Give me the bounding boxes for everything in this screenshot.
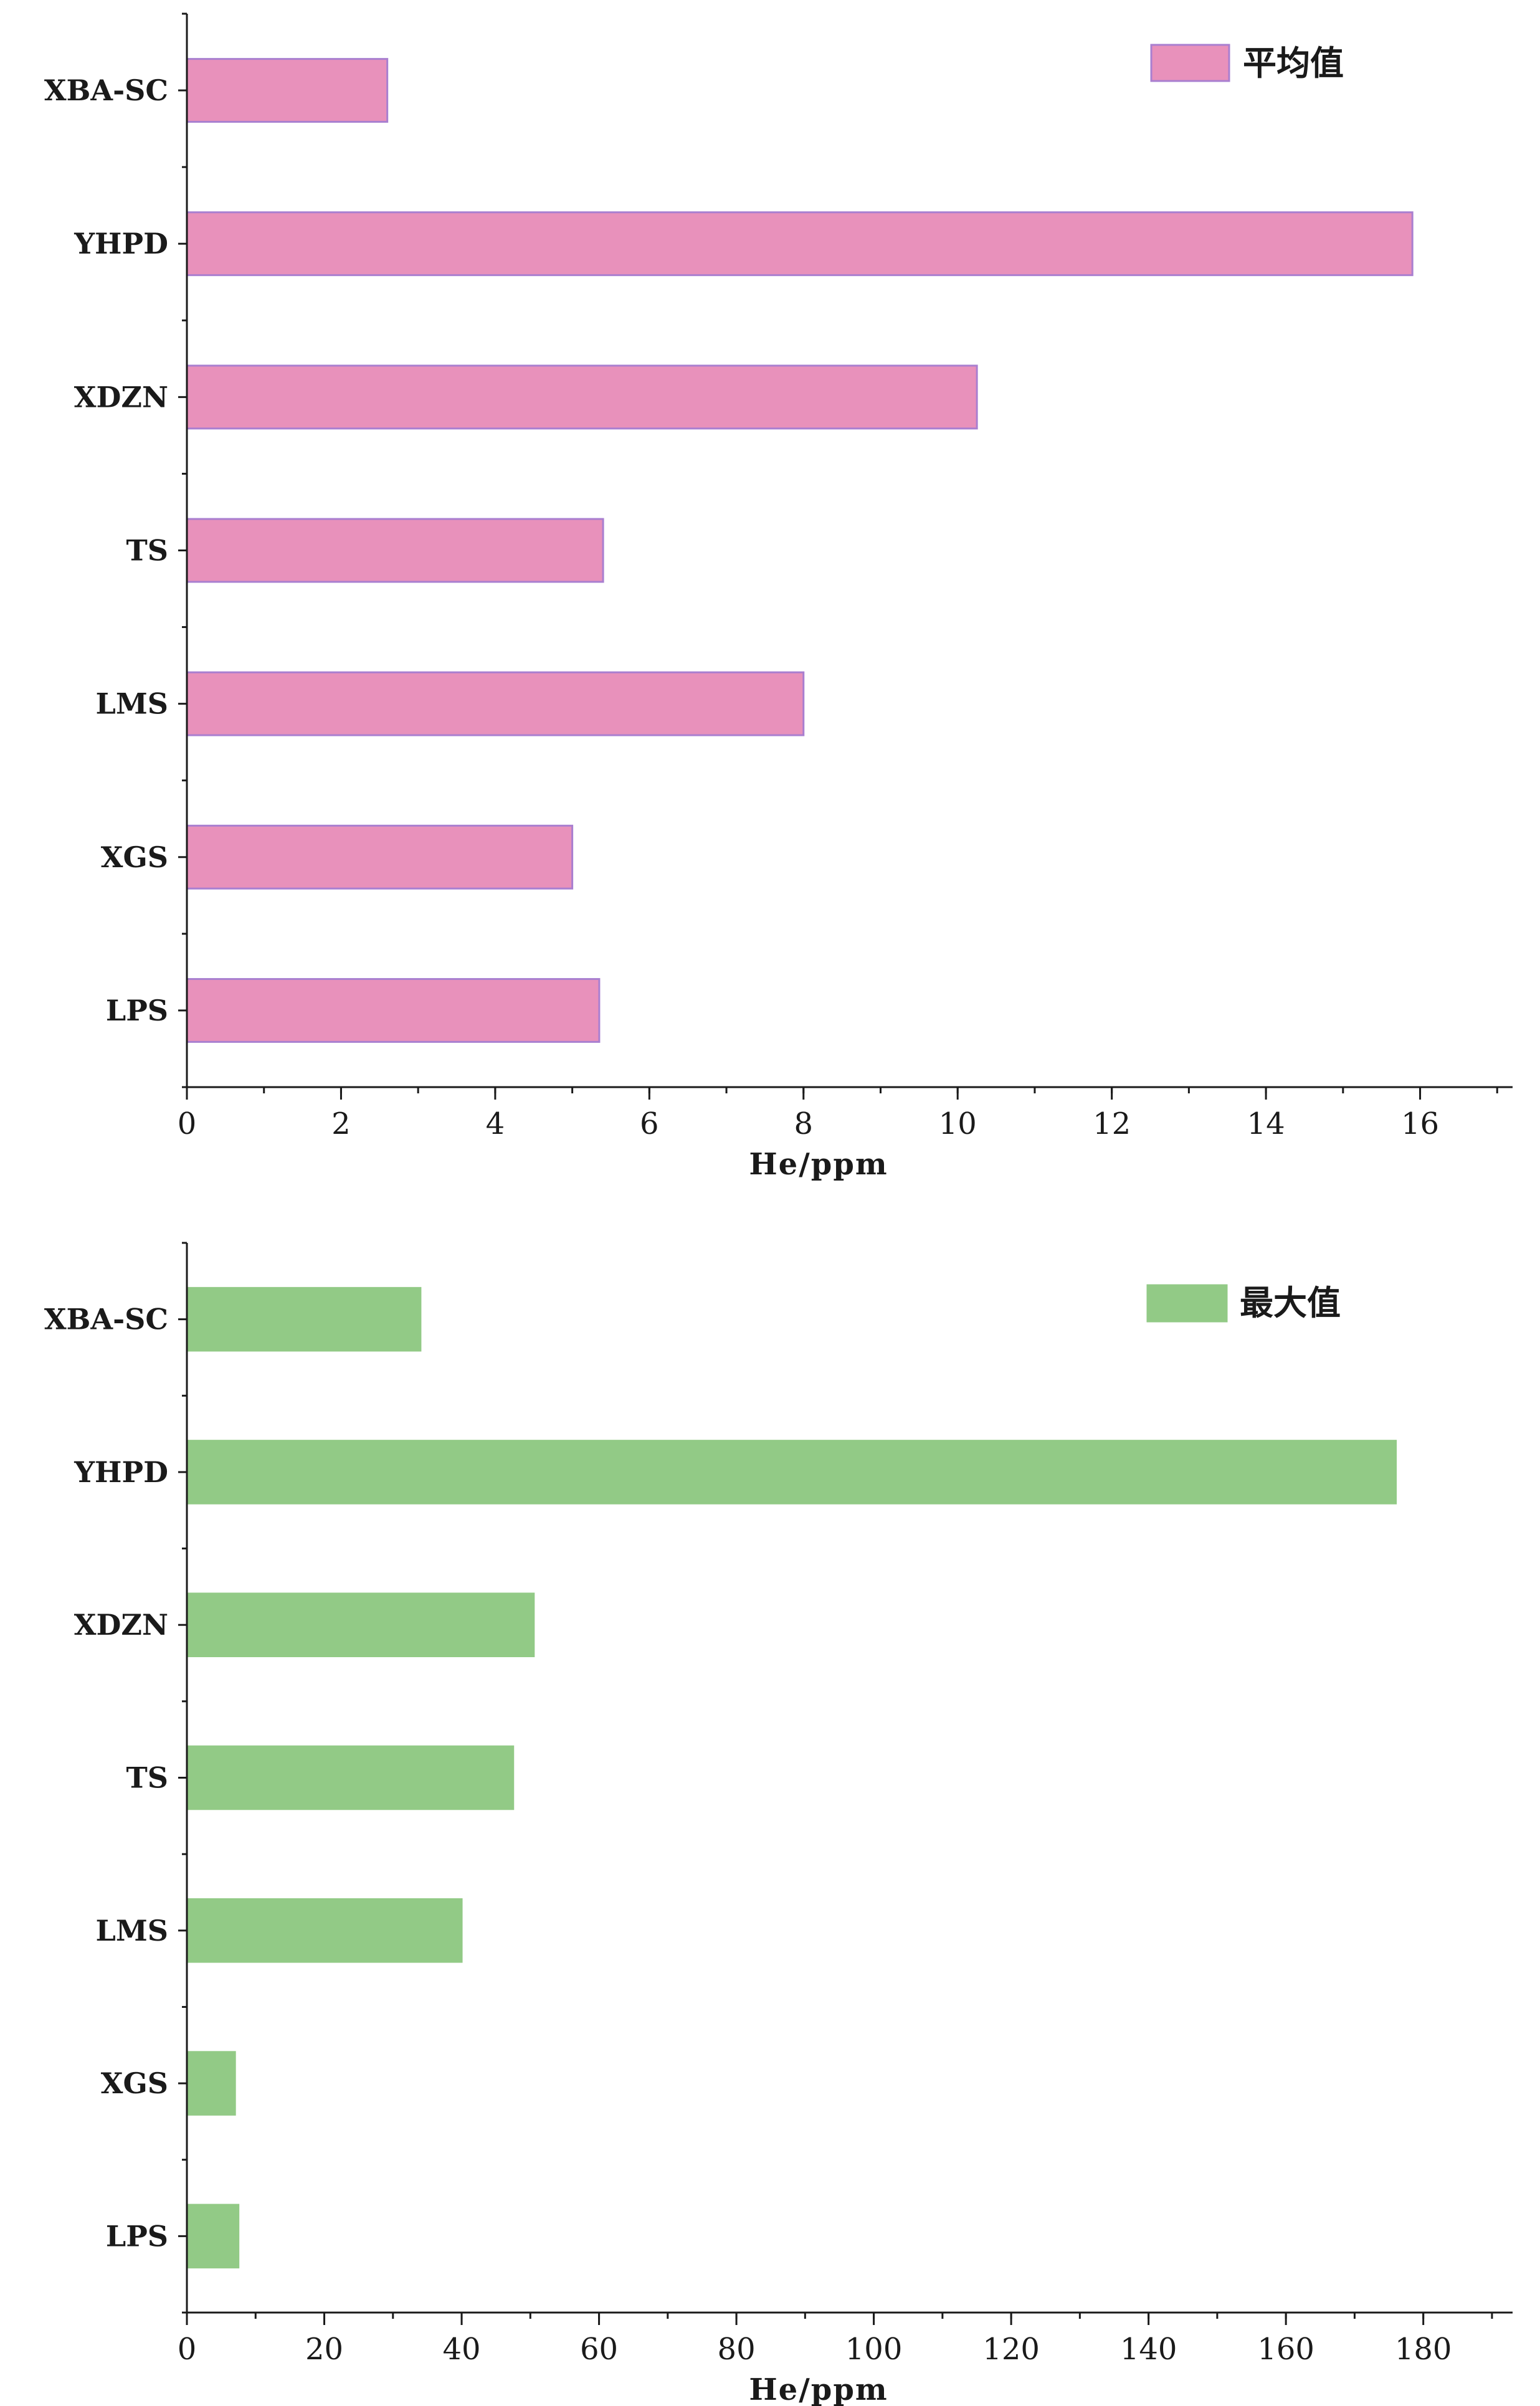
legend-label: 平均值 [1243,43,1344,83]
bar-lms [186,671,805,736]
bar-xgs [186,824,574,890]
x-tick-label: 20 [305,2332,343,2367]
x-tick-label: 60 [580,2332,618,2367]
category-label: XDZN [74,1608,168,1642]
bar-lps [186,2204,240,2269]
bar-lms [186,1898,463,1963]
x-tick-label: 140 [1120,2332,1177,2367]
category-label: XGS [101,840,168,874]
x-tick-label: 0 [178,2332,197,2367]
bar-yhpd [186,211,1414,277]
x-tick-label: 120 [982,2332,1040,2367]
bar-xdzn [186,364,978,430]
category-label: LPS [106,2219,168,2253]
x-axis-title: He/ppm [749,2372,888,2406]
x-tick-label: 14 [1247,1106,1285,1141]
category-label: TS [126,534,168,568]
legend-label: 最大值 [1240,1283,1341,1323]
bar-xba-sc [186,58,389,123]
x-tick-label: 40 [442,2332,480,2367]
legend-swatch [1146,1284,1228,1323]
category-label: XDZN [74,380,168,414]
x-tick-label: 8 [794,1106,813,1141]
x-tick-label: 100 [845,2332,903,2367]
category-label: XBA-SC [44,74,168,107]
x-tick-label: 160 [1257,2332,1314,2367]
bar-xdzn [186,1592,535,1657]
x-tick-label: 2 [331,1106,351,1141]
bar-lps [186,977,601,1043]
x-axis-title: He/ppm [749,1147,888,1182]
bar-ts [186,518,604,583]
category-label: LMS [96,1914,168,1947]
category-label: LMS [96,687,168,721]
x-tick-label: 180 [1395,2332,1452,2367]
category-label: YHPD [74,227,168,260]
x-tick-label: 80 [718,2332,756,2367]
category-label: XGS [101,2066,168,2100]
x-tick-label: 12 [1093,1106,1131,1141]
mean-value-chart: XBA-SC YHPD XDZN TS LMS XGS LPS 0 2 4 6 8 10 12 14 16 He… [44,12,1513,1182]
bar-ts [186,1745,515,1810]
category-label: TS [126,1761,168,1795]
x-tick-label: 0 [178,1106,197,1141]
legend-swatch [1150,44,1230,82]
max-value-chart: XBA-SC YHPD XDZN TS LMS XGS LPS 0 20 40 60 80 100 120… [44,1242,1513,2406]
x-tick-label: 16 [1401,1106,1439,1141]
x-tick-label: 4 [486,1106,505,1141]
x-tick-label: 10 [939,1106,977,1141]
category-label: YHPD [74,1455,168,1489]
x-tick-label: 6 [640,1106,659,1141]
bar-xba-sc [186,1286,422,1352]
bar-yhpd [186,1440,1397,1505]
bar-xgs [186,2051,236,2116]
category-label: LPS [106,994,168,1027]
category-label: XBA-SC [44,1303,168,1336]
